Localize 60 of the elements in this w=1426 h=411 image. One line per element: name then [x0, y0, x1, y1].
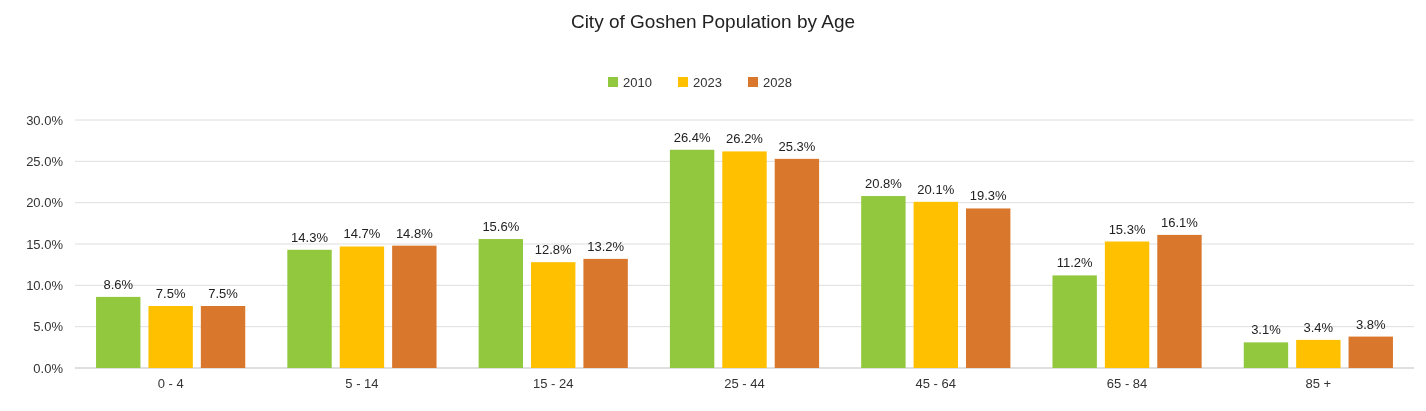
data-label: 3.1% [1251, 322, 1282, 338]
bar [478, 239, 524, 368]
data-label: 7.5% [208, 286, 239, 301]
bar [1052, 275, 1097, 368]
data-label: 13.2% [587, 238, 625, 254]
bar [1296, 339, 1341, 368]
y-tick-label: 20.0% [26, 195, 64, 211]
bar [96, 296, 141, 368]
data-label: 14.7% [343, 226, 381, 242]
bar [531, 262, 576, 368]
y-tick-label: 5.0% [33, 319, 64, 335]
x-tick-label: 15 - 24 [532, 376, 574, 391]
y-tick-label: 25.0% [26, 153, 64, 169]
bar [1157, 234, 1202, 368]
data-label: 14.8% [395, 225, 434, 241]
x-tick-label: 85 + [1305, 376, 1332, 391]
bar [339, 246, 385, 368]
bar [392, 245, 437, 368]
y-tick-label: 30.0% [26, 112, 64, 128]
bar [1104, 241, 1150, 368]
data-label: 11.2% [1056, 255, 1094, 271]
data-label: 26.2% [726, 131, 764, 147]
bar [200, 306, 246, 368]
data-label: 8.6% [103, 276, 134, 292]
bar [861, 196, 906, 368]
x-tick-label: 25 - 44 [724, 376, 765, 391]
data-label: 25.3% [778, 138, 816, 154]
y-tick-label: 15.0% [26, 236, 64, 252]
bar [774, 158, 820, 368]
data-label: 14.3% [291, 229, 329, 245]
data-label: 16.1% [1161, 214, 1199, 230]
bar [583, 258, 628, 368]
data-label: 26.4% [673, 129, 711, 145]
data-label: 19.3% [969, 188, 1008, 204]
bar [669, 149, 715, 368]
bar [965, 208, 1011, 368]
y-tick-label: 10.0% [26, 277, 64, 293]
bar [1243, 342, 1289, 368]
x-tick-label: 5 - 14 [345, 376, 379, 391]
data-label: 15.3% [1108, 221, 1146, 237]
x-tick-label: 0 - 4 [157, 376, 184, 391]
bar [148, 306, 193, 368]
data-label: 20.8% [864, 176, 903, 192]
bar [1348, 336, 1393, 368]
legend-label: 2010 [623, 75, 652, 90]
bar [913, 201, 958, 368]
bar [287, 249, 332, 368]
data-label: 20.1% [917, 181, 955, 197]
legend-label: 2023 [693, 75, 722, 90]
data-label: 3.8% [1355, 316, 1387, 332]
y-tick-label: 0.0% [33, 360, 64, 376]
data-label: 7.5% [155, 286, 186, 301]
chart-title: City of Goshen Population by Age [570, 11, 856, 32]
data-label: 15.6% [482, 219, 520, 235]
bar [722, 151, 767, 368]
legend-label: 2028 [763, 75, 792, 90]
data-label: 12.8% [534, 242, 573, 258]
data-label: 3.4% [1303, 319, 1334, 335]
x-tick-label: 45 - 64 [915, 376, 957, 391]
x-tick-label: 65 - 84 [1106, 376, 1148, 391]
